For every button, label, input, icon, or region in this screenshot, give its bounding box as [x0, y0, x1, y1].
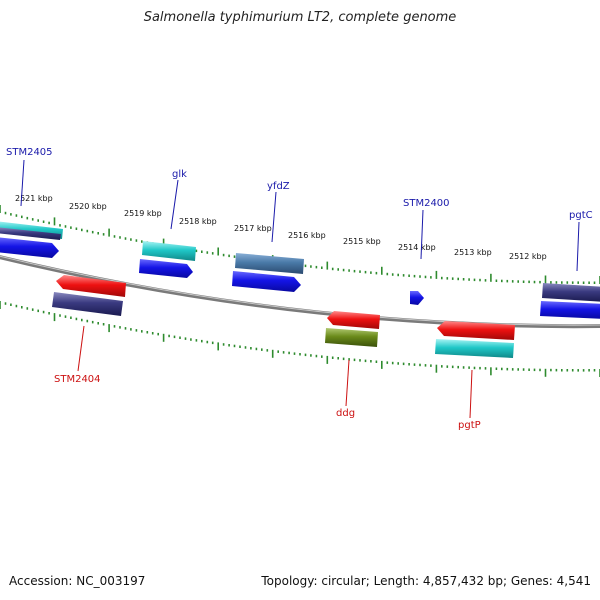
accession-text: Accession: NC_003197: [9, 574, 146, 588]
gene-bar: [0, 227, 61, 240]
gene-arrow: [139, 259, 193, 278]
gene-bar: [435, 339, 514, 358]
gene-label-stm2400[interactable]: STM2400: [403, 198, 450, 260]
gene-arrow: [327, 311, 380, 329]
gene-label-glk[interactable]: glk: [170, 169, 187, 230]
genome-summary-text: Topology: circular; Length: 4,857,432 bp…: [261, 574, 591, 588]
gene-pgtp-features[interactable]: [435, 321, 515, 358]
gene-arrow: [437, 321, 515, 340]
gene-bar: [235, 253, 304, 274]
gene-ddg-features[interactable]: [325, 311, 380, 347]
svg-text:pgtP: pgtP: [458, 420, 481, 431]
gene-label-ddg[interactable]: ddg: [336, 359, 355, 419]
genome-title: Salmonella typhimurium LT2, complete gen…: [143, 10, 457, 25]
gene-bar: [52, 292, 123, 316]
kbp-label: 2517 kbp: [234, 224, 272, 233]
svg-text:glk: glk: [172, 169, 187, 180]
svg-text:yfdZ: yfdZ: [267, 181, 290, 192]
svg-text:STM2404: STM2404: [54, 374, 101, 385]
genome-backbone: [0, 255, 600, 329]
gene-stm2400-features[interactable]: [410, 291, 424, 305]
gene-label-yfdz[interactable]: yfdZ: [267, 181, 290, 243]
gene-pgtc-features[interactable]: [540, 283, 600, 319]
gene-bar: [142, 241, 196, 261]
gene-glk-features[interactable]: [139, 241, 196, 278]
gene-label-pgtp[interactable]: pgtP: [458, 369, 481, 431]
gene-yfdz-features[interactable]: [232, 253, 304, 292]
kbp-labels: 2521 kbp 2520 kbp 2519 kbp 2518 kbp 2517…: [15, 194, 547, 261]
gene-label-pgtc[interactable]: pgtC: [569, 210, 593, 272]
kbp-label: 2514 kbp: [398, 243, 436, 252]
gene-label-stm2405[interactable]: STM2405: [6, 147, 53, 207]
kbp-label: 2513 kbp: [454, 248, 492, 257]
kbp-label: 2521 kbp: [15, 194, 53, 203]
kbp-label: 2512 kbp: [509, 252, 547, 261]
kbp-label: 2515 kbp: [343, 237, 381, 246]
svg-text:pgtC: pgtC: [569, 210, 593, 221]
svg-text:STM2405: STM2405: [6, 147, 53, 158]
gene-bar: [540, 301, 600, 319]
kbp-label: 2516 kbp: [288, 231, 326, 240]
tick-row-top: [0, 205, 600, 284]
gene-stm2404-features[interactable]: [52, 275, 126, 316]
kbp-label: 2519 kbp: [124, 209, 162, 218]
gene-stm2405-features[interactable]: [0, 221, 63, 258]
gene-arrow: [232, 271, 301, 292]
tick-row-bottom: [0, 301, 600, 377]
svg-text:STM2400: STM2400: [403, 198, 450, 209]
gene-arrow: [56, 275, 126, 297]
gene-bar: [542, 283, 600, 302]
gene-bar: [325, 328, 378, 347]
svg-text:ddg: ddg: [336, 408, 355, 419]
gene-arrow: [0, 237, 59, 258]
gene-arrow: [410, 291, 424, 305]
kbp-label: 2520 kbp: [69, 202, 107, 211]
gene-label-stm2404[interactable]: STM2404: [54, 325, 101, 385]
kbp-label: 2518 kbp: [179, 217, 217, 226]
